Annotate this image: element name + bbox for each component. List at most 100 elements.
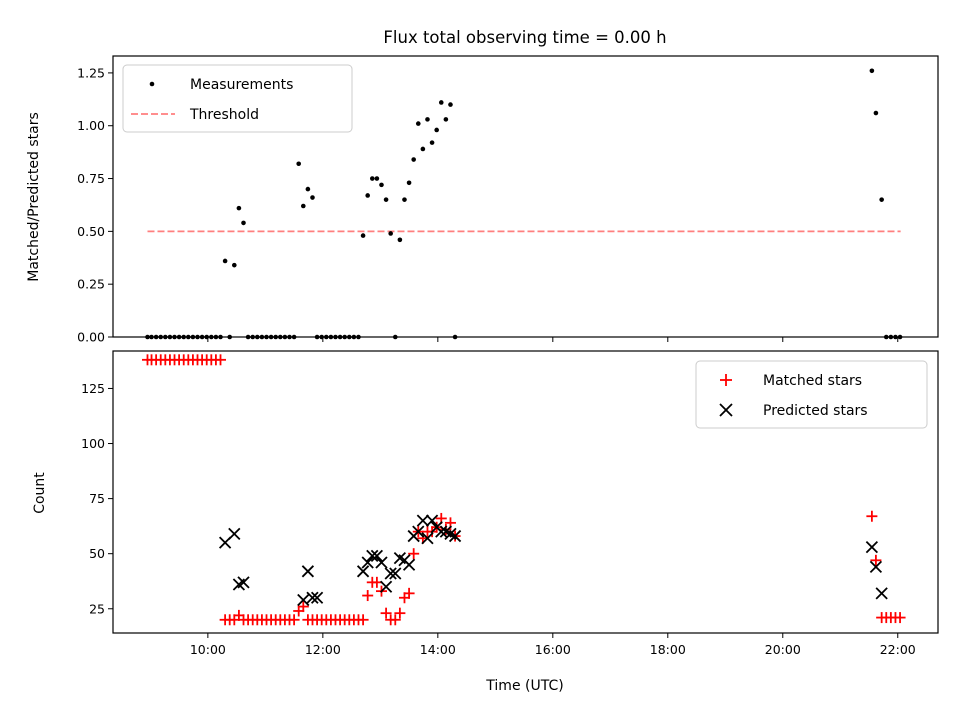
predicted-star-point: [384, 567, 397, 580]
legend-predicted-stars: Predicted stars: [763, 403, 868, 419]
matched-star-point: [389, 614, 401, 626]
predicted-star-point: [379, 580, 393, 593]
count-panel: 25 50 75 100 125 10:00 12:00 14:00 16:00 18:00 20…: [32, 350, 939, 694]
ratio-y-tick-label: 1.25: [77, 65, 105, 80]
predicted-star-point: [402, 558, 416, 571]
measurement-point: [429, 140, 435, 145]
measurement-point: [425, 117, 430, 122]
legend-threshold: Threshold: [189, 107, 259, 123]
predicted-star-point: [389, 567, 402, 580]
measurement-point: [236, 205, 242, 211]
measurement-point: [406, 180, 412, 186]
measurement-point: [305, 186, 311, 192]
measurement-point: [879, 197, 884, 202]
measurement-point: [232, 262, 237, 268]
measurement-point: [222, 258, 228, 264]
ratio-y-tick-label: 0.25: [77, 277, 105, 292]
measurement-point: [241, 220, 246, 226]
matched-star-point: [297, 601, 309, 613]
matched-star-point: [866, 510, 878, 522]
predicted-star-point: [865, 540, 879, 554]
measurement-point: [365, 193, 370, 198]
ratio-x-ticks: [207, 337, 899, 342]
ratio-y-tick-label: 0.75: [77, 171, 105, 186]
measurement-point: [443, 117, 449, 122]
count-y-tick-label: 125: [81, 381, 105, 396]
x-tick-label: 12:00: [305, 642, 341, 657]
measurement-point: [379, 182, 384, 188]
predicted-star-point: [237, 576, 250, 589]
count-legend: Matched stars Predicted stars: [695, 360, 928, 429]
x-axis-label: Time (UTC): [485, 678, 563, 694]
predicted-star-point: [297, 593, 310, 607]
x-tick-label: 16:00: [535, 642, 571, 657]
count-legend-box: [695, 360, 928, 429]
ratio-legend-box: [122, 64, 353, 133]
ratio-plot-frame: [112, 55, 939, 338]
ratio-y-ticks: 0.00 0.25 0.50 0.75 1.00 1.25: [77, 65, 113, 345]
measurement-point: [388, 231, 393, 236]
ratio-y-tick-label: 0.50: [77, 224, 105, 239]
ratio-panel: Flux total observing time = 0.00 h 0.00 0…: [26, 28, 939, 345]
measurement-point: [360, 233, 366, 238]
measurement-point: [873, 110, 879, 116]
matched-star-point: [408, 548, 420, 560]
predicted-star-point: [869, 560, 883, 574]
matched-star-point: [215, 354, 227, 366]
measurement-point: [383, 197, 389, 202]
ratio-y-axis-label: Matched/Predicted stars: [26, 112, 42, 282]
x-tick-label: 20:00: [765, 642, 801, 657]
measurement-point: [434, 127, 439, 133]
measurement-point: [296, 161, 301, 167]
legend-matched-stars: Matched stars: [763, 373, 862, 389]
matched-star-point: [403, 587, 415, 599]
ratio-legend: Measurements Threshold: [122, 64, 353, 133]
measurements-legend-marker: [149, 81, 155, 87]
predicted-star-point: [375, 556, 388, 569]
ratio-y-tick-label: 0.00: [77, 330, 105, 345]
predicted-star-point: [370, 549, 384, 563]
measurement-point: [310, 195, 315, 200]
measurement-point: [369, 176, 375, 181]
matched-star-point: [380, 607, 392, 619]
predicted-star-point: [412, 525, 425, 538]
measurement-point: [869, 68, 875, 74]
x-tick-label: 18:00: [650, 642, 686, 657]
legend-measurements: Measurements: [190, 77, 293, 93]
chart-title: Flux total observing time = 0.00 h: [383, 28, 666, 47]
measurement-point: [397, 237, 403, 243]
predicted-star-point: [361, 556, 374, 569]
count-x-ticks: 10:00 12:00 14:00 16:00 18:00 20:00 22:00: [190, 633, 916, 657]
predicted-star-point: [356, 565, 370, 578]
x-tick-label: 14:00: [420, 642, 456, 657]
measurement-point: [415, 121, 421, 126]
predicted-star-point: [421, 532, 434, 545]
x-tick-label: 22:00: [880, 642, 916, 657]
matched-star-point: [870, 554, 882, 566]
matched-legend-marker: [720, 374, 732, 386]
measurement-point: [411, 157, 416, 162]
matched-star-point: [894, 612, 906, 624]
x-tick-label: 10:00: [190, 642, 226, 657]
predicted-star-point: [425, 514, 439, 527]
count-plot-frame: [112, 350, 939, 634]
measurement-point: [300, 203, 306, 209]
predicted-star-point: [448, 529, 462, 543]
count-y-tick-label: 100: [81, 436, 105, 451]
count-y-tick-label: 25: [89, 601, 105, 616]
matched-star-point: [288, 614, 300, 626]
measurement-point: [420, 146, 426, 152]
predicted-star-point: [416, 514, 430, 527]
count-y-ticks: 25 50 75 100 125: [81, 381, 113, 616]
predicted-legend-marker: [719, 403, 733, 417]
matched-star-point: [357, 614, 369, 626]
measurement-point: [402, 197, 407, 202]
predicted-star-point: [301, 565, 315, 578]
predicted-star-point: [366, 549, 379, 563]
predicted-star-point: [875, 587, 888, 600]
count-y-axis-label: Count: [32, 472, 48, 514]
predicted-star-point: [306, 591, 319, 604]
predicted-star-point: [435, 525, 448, 538]
measurement-point: [374, 176, 380, 181]
